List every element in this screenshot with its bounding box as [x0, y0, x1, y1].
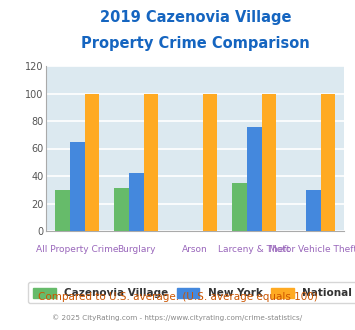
Bar: [232, 183, 247, 231]
Bar: [306, 190, 321, 231]
Bar: [70, 142, 84, 231]
Text: All Property Crime: All Property Crime: [36, 245, 119, 254]
Text: Burglary: Burglary: [117, 245, 155, 254]
Bar: [55, 190, 70, 231]
Text: Larceny & Theft: Larceny & Theft: [218, 245, 290, 254]
Bar: [262, 93, 277, 231]
Bar: [143, 93, 158, 231]
Bar: [114, 188, 129, 231]
Bar: [247, 126, 262, 231]
Bar: [321, 93, 335, 231]
Text: Motor Vehicle Theft: Motor Vehicle Theft: [269, 245, 355, 254]
Text: 2019 Cazenovia Village: 2019 Cazenovia Village: [99, 10, 291, 25]
Text: Property Crime Comparison: Property Crime Comparison: [81, 36, 310, 51]
Text: Arson: Arson: [182, 245, 208, 254]
Bar: [129, 173, 143, 231]
Bar: [203, 93, 217, 231]
Text: Compared to U.S. average. (U.S. average equals 100): Compared to U.S. average. (U.S. average …: [38, 292, 317, 302]
Text: © 2025 CityRating.com - https://www.cityrating.com/crime-statistics/: © 2025 CityRating.com - https://www.city…: [53, 314, 302, 321]
Legend: Cazenovia Village, New York, National: Cazenovia Village, New York, National: [27, 282, 355, 303]
Bar: [84, 93, 99, 231]
